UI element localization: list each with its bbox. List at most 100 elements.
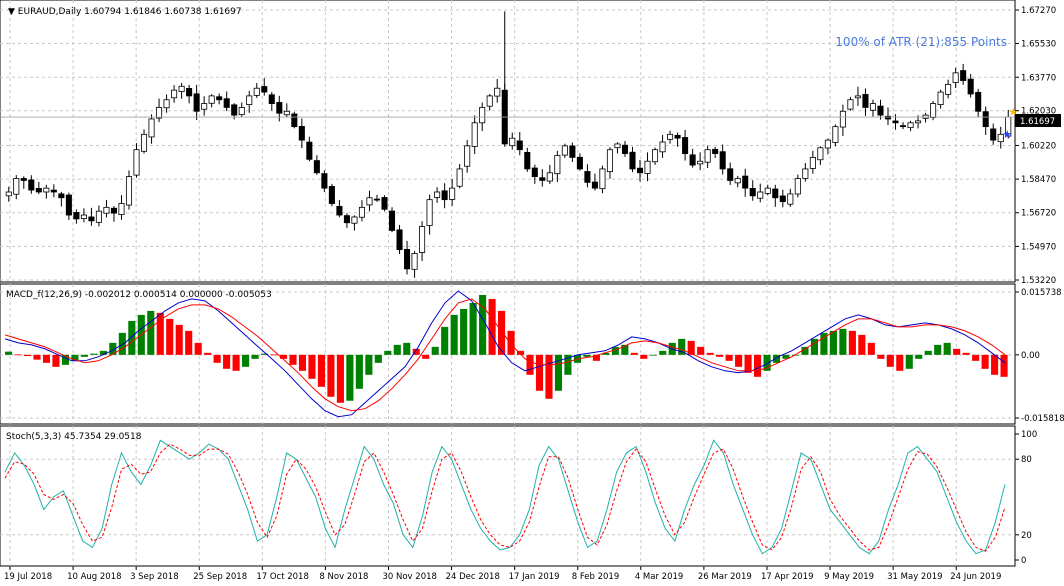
macd-bar-down <box>1000 354 1008 377</box>
bear-candle <box>742 175 749 189</box>
macd-bar-up <box>649 354 657 356</box>
bull-candle <box>757 191 764 199</box>
bull-candle <box>734 178 741 184</box>
signal-star-icon: ★ <box>1008 105 1018 118</box>
macd-bar-down <box>754 354 762 377</box>
macd-panel[interactable]: MACD_f(12,26,9) -0.002012 0.000514 0.000… <box>0 283 1064 425</box>
bear-candle <box>591 181 598 189</box>
macd-bar-down <box>535 354 544 391</box>
macd-bar-down <box>858 334 866 355</box>
macd-bar-down <box>317 354 325 387</box>
macd-bar-down <box>498 310 506 355</box>
macd-bar-down <box>204 352 212 355</box>
bull-candle <box>997 133 1004 143</box>
macd-bar-up <box>251 354 259 359</box>
macd-bar-up <box>934 344 942 355</box>
stoch-tick-label: 20 <box>1021 531 1032 541</box>
bear-candle <box>584 171 591 183</box>
price-tick-label: 1.65530 <box>1021 39 1056 49</box>
bull-candle <box>5 191 12 197</box>
price-tick-label: 1.56720 <box>1021 209 1056 219</box>
bear-candle <box>576 156 583 170</box>
macd-bar-down <box>516 350 525 355</box>
bear-candle <box>73 212 80 220</box>
bull-candle <box>13 178 20 195</box>
macd-bar-up <box>5 351 13 355</box>
price-grid <box>0 0 1015 282</box>
bull-candle <box>554 155 561 175</box>
bear-candle <box>35 188 42 193</box>
macd-bar-up <box>905 354 913 369</box>
bear-candle <box>629 151 636 170</box>
macd-bar-up <box>242 354 250 367</box>
bull-candle <box>163 99 170 109</box>
price-tick-label: 1.53220 <box>1021 276 1056 286</box>
bull-candle <box>125 176 133 206</box>
macd-bar-down <box>507 330 515 355</box>
symbol-label: EURAUD,Daily <box>18 7 82 17</box>
price-candles[interactable]: ★★ <box>0 11 1018 278</box>
price-tick-label: 1.63770 <box>1021 73 1056 83</box>
macd-bar-down <box>336 354 344 403</box>
price-tag-value: 1.61697 <box>1020 117 1055 127</box>
time-tick-label: 17 Jan 2019 <box>509 572 560 582</box>
price-tick-label: 1.54970 <box>1021 242 1056 252</box>
macd-bar-up <box>943 342 951 355</box>
time-tick-label: 8 Feb 2019 <box>572 572 620 582</box>
bear-candle <box>877 105 884 116</box>
bear-candle <box>772 188 779 199</box>
bull-candle <box>283 110 290 116</box>
bull-candle <box>449 187 456 200</box>
macd-bar-down <box>687 340 695 355</box>
price-tick-label: 1.62030 <box>1021 107 1056 117</box>
macd-bar-down <box>640 354 648 359</box>
price-tick-label: 1.60220 <box>1021 141 1056 151</box>
price-panel[interactable]: ★★ ▼ EURAUD,Daily 1.60794 1.61846 1.6073… <box>0 0 1061 286</box>
bear-candle <box>396 229 403 251</box>
bull-candle <box>253 87 260 96</box>
bull-candle <box>652 149 659 163</box>
bull-candle <box>764 187 771 194</box>
bear-candle <box>960 70 967 81</box>
bull-candle <box>201 103 208 110</box>
price-tag-box <box>1015 114 1061 127</box>
bull-candle <box>43 187 50 193</box>
time-axis[interactable]: 19 Jul 2018 10 Aug 2018 3 Sep 2018 25 Sep 2… <box>4 566 1001 582</box>
bear-candle <box>712 148 719 154</box>
bear-candle <box>261 86 268 93</box>
bull-candle <box>133 149 140 176</box>
bull-candle <box>208 95 215 104</box>
macd-bar-up <box>839 328 847 355</box>
macd-bar-up <box>80 354 88 357</box>
bull-candle <box>434 191 441 198</box>
stoch-grid <box>0 426 1015 566</box>
macd-main-line <box>4 290 1006 418</box>
macd-bar-up <box>403 342 411 355</box>
macd-bar-up <box>772 354 781 363</box>
macd-tick-label: 0.015738 <box>1021 288 1062 298</box>
collapse-arrow-icon[interactable]: ▼ <box>8 7 18 17</box>
bull-candle <box>787 193 794 205</box>
macd-bar-up <box>109 342 117 355</box>
time-tick-label: 24 Jun 2019 <box>950 572 1001 582</box>
bull-candle <box>156 107 163 119</box>
bull-candle <box>952 72 959 83</box>
macd-bar-up <box>829 330 837 355</box>
stoch-panel[interactable]: Stoch(5,3,3) 45.7354 29.0518 100 80 20 0 <box>0 425 1037 567</box>
bear-candle <box>276 102 283 114</box>
macd-bar-down <box>194 342 202 355</box>
bear-candle <box>621 144 629 154</box>
bear-candle <box>28 179 35 191</box>
macd-bar-up <box>393 344 401 355</box>
macd-lines <box>4 290 1006 418</box>
bear-candle <box>65 194 72 216</box>
bear-candle <box>306 141 313 160</box>
macd-bar-down <box>735 354 743 367</box>
macd-bar-down <box>289 354 297 365</box>
macd-bar-up <box>621 344 629 355</box>
price-axis[interactable]: 1.67270 1.65530 1.63770 1.62030 1.60220 1.584… <box>1015 6 1056 286</box>
macd-bar-up <box>355 354 363 389</box>
bull-candle <box>809 156 816 169</box>
time-tick-label: 17 Apr 2019 <box>761 572 814 582</box>
